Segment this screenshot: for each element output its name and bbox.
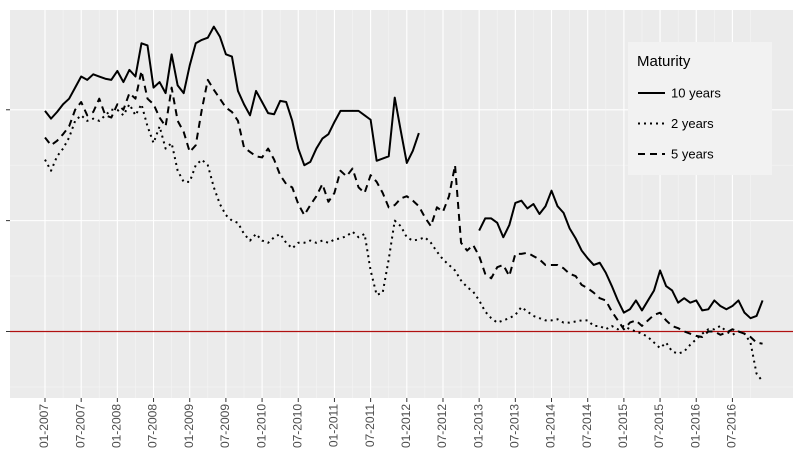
x-tick-label: 01-2013 bbox=[471, 404, 485, 448]
x-tick-label: 01-2011 bbox=[327, 404, 341, 447]
x-tick-label: 07-2012 bbox=[435, 404, 449, 448]
x-tick-label: 01-2010 bbox=[254, 404, 268, 448]
legend-label: 5 years bbox=[671, 146, 714, 161]
x-tick-label: 07-2011 bbox=[363, 404, 377, 447]
x-tick-label: 07-2013 bbox=[508, 404, 522, 448]
x-tick-label: 07-2015 bbox=[652, 404, 666, 448]
x-tick-label: 07-2007 bbox=[73, 404, 87, 448]
legend-label: 10 years bbox=[671, 85, 721, 100]
x-tick-label: 07-2016 bbox=[725, 404, 739, 448]
x-tick-label: 01-2016 bbox=[688, 404, 702, 448]
legend-box bbox=[628, 42, 772, 175]
legend-title: Maturity bbox=[637, 53, 691, 70]
x-tick-label: 01-2008 bbox=[110, 404, 124, 448]
x-tick-label: 07-2010 bbox=[290, 404, 304, 448]
series-line bbox=[44, 25, 764, 320]
legend-label: 2 years bbox=[671, 116, 714, 131]
x-tick-label: 01-2012 bbox=[399, 404, 413, 448]
x-tick-label: 07-2008 bbox=[146, 404, 160, 448]
x-tick-label: 07-2009 bbox=[218, 404, 232, 448]
x-tick-label: 01-2014 bbox=[544, 404, 558, 448]
x-tick-label: 01-2015 bbox=[616, 404, 630, 448]
x-tick-label: 01-2007 bbox=[37, 404, 51, 448]
x-tick-label: 01-2009 bbox=[182, 404, 196, 448]
legend: Maturity 10 years 2 years 5 years bbox=[628, 42, 772, 175]
series-line bbox=[44, 69, 763, 345]
x-tick-label: 07-2014 bbox=[580, 404, 594, 448]
